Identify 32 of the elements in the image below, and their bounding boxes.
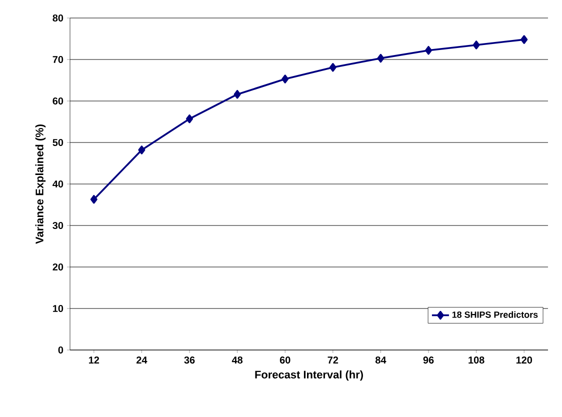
x-tick-label: 60 [280,356,290,364]
x-tick-label: 36 [184,356,195,364]
x-tick-label: 12 [88,356,100,364]
point [90,194,98,204]
y-tick-label: 30 [52,222,64,230]
point [329,63,336,72]
legend-label: 18 SHIPS Predictors [452,311,538,318]
x-tick-label: 108 [468,356,484,364]
point [472,40,480,50]
x-tick-label: 72 [328,356,338,364]
point [424,46,432,55]
x-tick-label: 24 [136,356,148,364]
y-tick-label: 80 [52,14,64,22]
x-tick-label: 84 [375,356,386,364]
point [282,74,289,84]
x-tick-label: 96 [423,356,434,364]
x-tick-label: 48 [232,356,243,364]
point [186,114,194,124]
x-axis-title: Forecast Interval (hr) [255,370,363,381]
point [138,146,146,154]
y-tick-label: 60 [52,97,64,105]
y-axis-title: Variance Explained (%) [35,124,46,244]
point [234,90,241,99]
x-tick-label: 120 [516,356,532,364]
y-tick-label: 20 [52,263,64,271]
y-tick-label: 70 [52,56,64,64]
point [520,35,528,44]
y-tick-label: 10 [53,304,64,312]
y-tick-label: 50 [52,138,64,146]
point [377,54,384,63]
y-tick-label: 40 [52,180,64,188]
y-tick-label: 0 [58,346,64,354]
